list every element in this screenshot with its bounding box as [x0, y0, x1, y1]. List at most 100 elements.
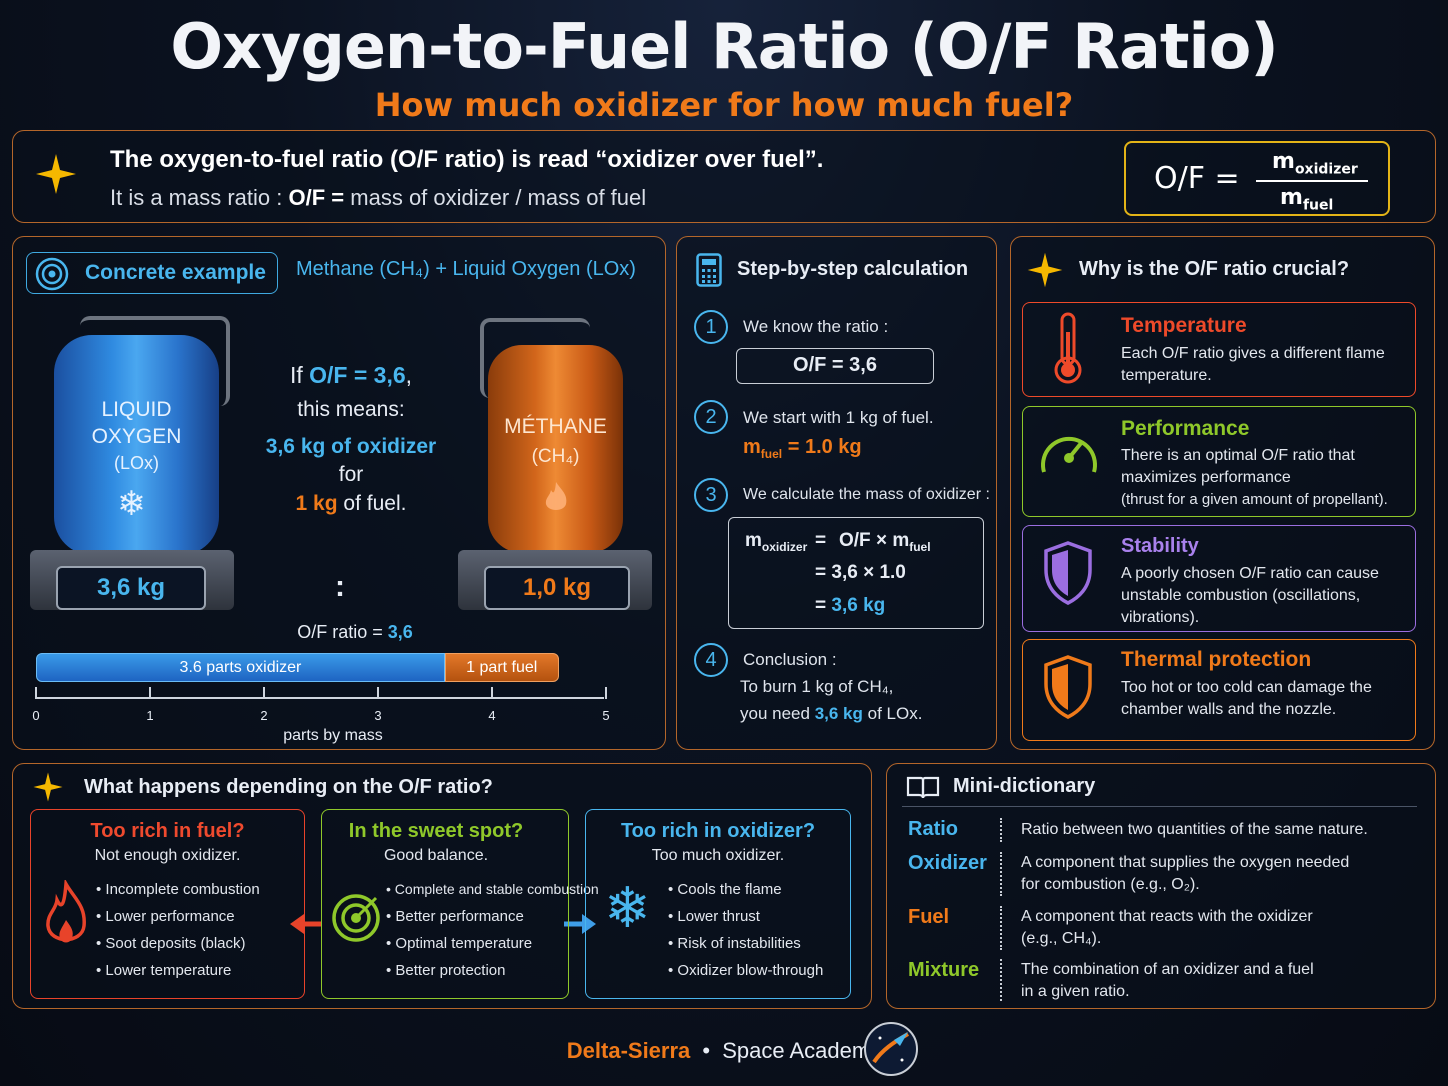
why-card-stability: [1022, 525, 1416, 632]
axis-tick: [149, 687, 151, 699]
why-card-temperature-title: Temperature: [1121, 314, 1247, 337]
step-3-line-3: = 3,6 kg: [815, 595, 886, 616]
axis-label: parts by mass: [283, 727, 383, 744]
why-title: Why is the O/F ratio crucial?: [1079, 258, 1350, 280]
methane-mass-display: 1,0 kg: [484, 566, 630, 610]
steps-title: Step-by-step calculation: [737, 258, 969, 280]
card-rich-fuel: [30, 809, 305, 999]
dict-separator: [1000, 852, 1002, 896]
card-rich-fuel-title: Too rich in fuel?: [90, 820, 245, 842]
card-sweet-spot: [321, 809, 569, 999]
snowflake-icon: ❄: [117, 485, 146, 523]
axis-tick: [377, 687, 379, 699]
step-2-number: 2: [694, 400, 728, 434]
intro-definition: The oxygen-to-fuel ratio (O/F ratio) is …: [110, 146, 824, 173]
why-card-temperature: [1022, 302, 1416, 397]
axis-tick-label: 3: [374, 708, 382, 723]
step-3-line-2: = 3,6 × 1.0: [815, 562, 906, 583]
formula-denominator: mfuel: [1280, 185, 1334, 214]
axis-tick: [605, 687, 607, 699]
example-for: for: [338, 463, 364, 486]
dict-def-ratio: Ratio between two quantities of the same…: [1021, 821, 1368, 838]
concrete-example-label: Concrete example: [85, 261, 266, 284]
star-icon: [1026, 251, 1064, 294]
page-title: Oxygen-to-Fuel Ratio (O/F Ratio): [170, 10, 1278, 83]
calculator-icon: [696, 253, 722, 292]
card-rich-oxidizer: [585, 809, 851, 999]
arrow-left-icon: [288, 912, 324, 941]
why-card-temperature-desc: Each O/F ratio gives a different flame t…: [1121, 345, 1385, 384]
axis-tick-label: 0: [32, 708, 40, 723]
step-4-line-2: you need 3,6 kg of LOx.: [740, 704, 923, 723]
bar-fuel: 1 part fuel: [444, 653, 559, 682]
dict-separator: [1000, 906, 1002, 950]
book-icon: [906, 774, 940, 805]
formula-box: O/F = moxidizer mfuel: [1124, 141, 1390, 216]
step-3-text: We calculate the mass of oxidizer :: [743, 486, 990, 503]
gauge-icon: [1036, 424, 1102, 489]
card-rich-fuel-list: • Incomplete combustion • Lower performa…: [96, 881, 260, 979]
axis-tick: [35, 687, 37, 699]
why-card-stability-desc: A poorly chosen O/F ratio can cause unst…: [1121, 565, 1379, 626]
target-icon: [35, 257, 69, 291]
depends-panel: [12, 763, 872, 1009]
step-1-box: O/F = 3,6: [736, 348, 934, 384]
axis-tick: [491, 687, 493, 699]
dict-term-mixture: Mixture: [908, 959, 980, 981]
card-rich-fuel-sub: Not enough oxidizer.: [94, 847, 241, 864]
formula-numerator: moxidizer: [1272, 149, 1358, 178]
step-1-number: 1: [694, 310, 728, 344]
example-combo: Methane (CH₄) + Liquid Oxygen (LOx): [296, 258, 636, 280]
axis-line: [36, 697, 604, 699]
intro-panel: [12, 130, 1436, 223]
step-3-line-1-rhs: O/F × mfuel: [839, 530, 931, 554]
flame-icon: [541, 480, 571, 521]
ratio-label: O/F ratio = 3,6: [297, 622, 413, 642]
concrete-example-badge: Concrete example: [26, 252, 278, 294]
footer: Delta-Sierra • Space Academy: [0, 1038, 1448, 1064]
footer-academy: Space Academy: [722, 1038, 882, 1063]
steps-panel: [676, 236, 997, 750]
step-2-text: We start with 1 kg of fuel.: [743, 408, 934, 427]
footer-brand: Delta-Sierra: [566, 1038, 691, 1063]
example-colon: :: [335, 570, 345, 603]
dict-separator: [1000, 959, 1002, 1001]
star-icon: [34, 152, 78, 204]
dict-term-oxidizer: Oxidizer: [908, 852, 987, 874]
shield-icon: [1042, 540, 1094, 611]
step-3-number: 3: [694, 478, 728, 512]
card-sweet-spot-sub: Good balance.: [383, 847, 489, 864]
axis-tick: [263, 687, 265, 699]
step-3-box: moxidizer = O/F × mfuel = 3,6 × 1.0 = 3,…: [728, 517, 984, 629]
target-icon: [330, 892, 382, 949]
dictionary-panel: [886, 763, 1436, 1009]
formula-fraction-line: [1256, 180, 1368, 182]
card-sweet-spot-title: In the sweet spot?: [348, 820, 524, 842]
axis-tick-label: 4: [488, 708, 496, 723]
step-3-line-1: moxidizer: [745, 530, 808, 554]
example-oxidizer-amount: 3,6 kg of oxidizer: [265, 435, 437, 458]
why-card-thermal: [1022, 639, 1416, 741]
card-rich-oxidizer-title: Too rich in oxidizer?: [620, 820, 816, 842]
step-4-line-1: To burn 1 kg of CH₄,: [740, 677, 894, 696]
step-3-line-1-eq: =: [815, 530, 827, 551]
star-icon: [32, 771, 64, 808]
methane-tank-pipe: [480, 318, 590, 398]
why-card-performance-desc: There is an optimal O/F ratio that maxim…: [1121, 447, 1355, 486]
card-sweet-spot-list: • Complete and stable combustion • Bette…: [386, 881, 599, 979]
why-card-performance-desc-2: (thrust for a given amount of propellant…: [1121, 491, 1388, 508]
example-fuel-amount: 1 kg of fuel.: [295, 492, 407, 515]
depends-title: What happens depending on the O/F ratio?: [84, 776, 493, 798]
thermometer-icon: [1048, 310, 1088, 391]
card-rich-oxidizer-list: • Cools the flame • Lower thrust • Risk …: [668, 881, 824, 979]
example-means: this means:: [297, 398, 405, 421]
lox-tank: [54, 335, 219, 555]
dict-term-ratio: Ratio: [908, 818, 958, 840]
why-card-stability-title: Stability: [1121, 535, 1199, 557]
lox-tank-label: LIQUID OXYGEN (LOx): [91, 398, 182, 473]
methane-tank: [488, 345, 623, 553]
step-2-formula: mfuel = 1.0 kg: [743, 436, 862, 461]
why-card-performance-title: Performance: [1121, 417, 1250, 440]
why-card-thermal-title: Thermal protection: [1121, 648, 1312, 671]
lox-mass-display: 3,6 kg: [56, 566, 206, 610]
